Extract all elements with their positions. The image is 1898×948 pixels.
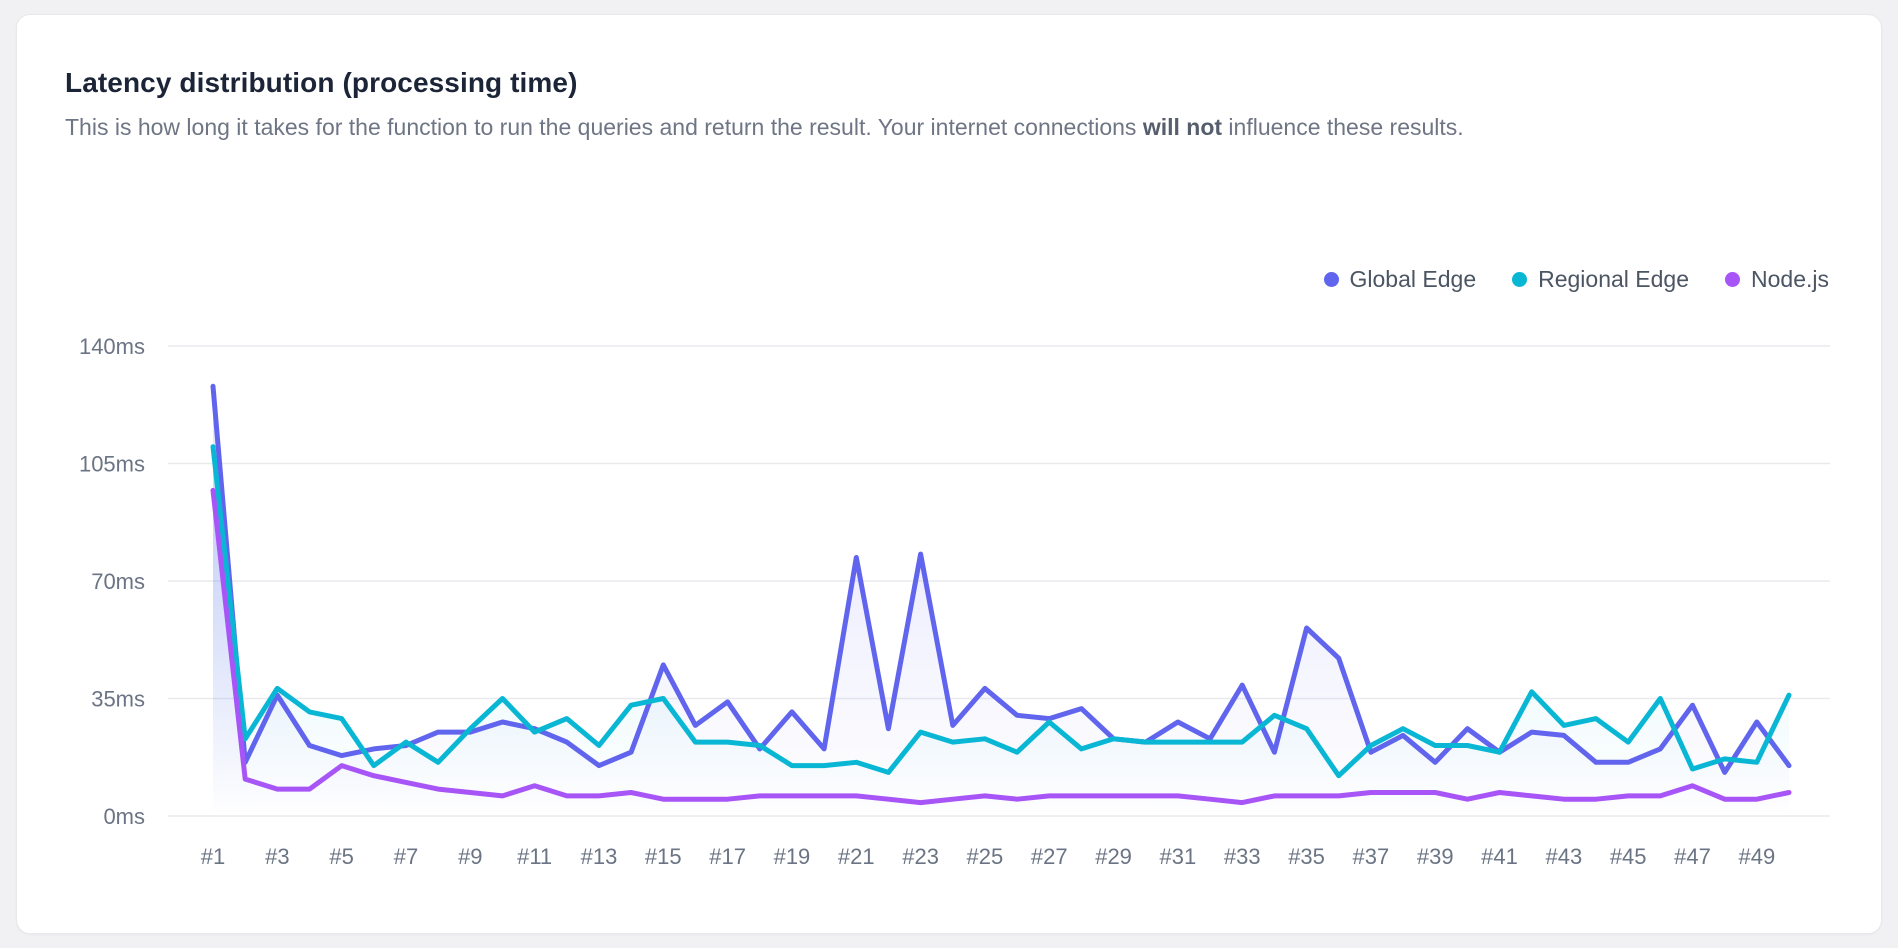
chart-title: Latency distribution (processing time) xyxy=(65,67,578,98)
x-axis-label-15: #15 xyxy=(645,844,682,869)
latency-card: 0ms 35ms 70ms 105ms 140ms #1 #3 #5 #7 #9 #11 #13 #15… xyxy=(16,14,1882,934)
series-line-global-edge xyxy=(210,383,1792,775)
x-axis-label-27: #27 xyxy=(1031,844,1068,869)
latency-chart-canvas: 0ms 35ms 70ms 105ms 140ms #1 #3 #5 #7 #9 #11 #13 #15… xyxy=(79,334,1830,869)
subtitle-bold-text: will not xyxy=(1142,114,1223,140)
legend-item-regional-edge[interactable]: Regional Edge xyxy=(1512,266,1689,293)
y-axis-label-0ms: 0ms xyxy=(103,804,145,829)
x-axis-label-35: #35 xyxy=(1288,844,1325,869)
series-area-node-js xyxy=(213,490,1789,816)
legend-label-global-edge: Global Edge xyxy=(1349,265,1477,292)
x-axis-label-21: #21 xyxy=(838,844,875,869)
subtitle-text-before: This is how long it takes for the functi… xyxy=(65,114,1143,140)
chart-subtitle: This is how long it takes for the functi… xyxy=(65,107,1464,147)
x-axis-label-45: #45 xyxy=(1610,844,1647,869)
subtitle-text-after: influence these results. xyxy=(1222,114,1464,140)
series-area-regional-edge xyxy=(213,446,1789,816)
series-line-regional-edge xyxy=(210,444,1792,779)
y-axis-label-140ms: 140ms xyxy=(79,334,145,359)
x-axis-label-11: #11 xyxy=(517,844,552,869)
x-axis-label-5: #5 xyxy=(329,844,353,869)
legend-item-global-edge[interactable]: Global Edge xyxy=(1323,265,1477,293)
x-axis-label-37: #37 xyxy=(1353,844,1390,869)
legend-label-regional-edge: Regional Edge xyxy=(1538,265,1690,292)
x-axis-label-9: #9 xyxy=(458,844,482,869)
x-axis-label-39: #39 xyxy=(1417,844,1454,869)
legend-label-node-js: Node.js xyxy=(1751,265,1829,292)
legend-dot-node-js xyxy=(1725,271,1741,287)
x-axis-label-7: #7 xyxy=(394,844,418,869)
legend-dot-regional-edge xyxy=(1512,271,1528,287)
x-axis-label-1: #1 xyxy=(201,844,225,869)
x-axis-label-43: #43 xyxy=(1545,844,1582,869)
x-axis-label-13: #13 xyxy=(581,844,618,869)
legend-dot-global-edge xyxy=(1323,271,1339,287)
x-axis-label-49: #49 xyxy=(1738,844,1775,869)
x-axis-label-31: #31 xyxy=(1160,844,1197,869)
x-axis-label-47: #47 xyxy=(1674,844,1711,869)
x-axis-label-17: #17 xyxy=(709,844,746,869)
y-axis-label-105ms: 105ms xyxy=(79,452,145,477)
y-axis-label-35ms: 35ms xyxy=(91,687,145,712)
x-axis-label-3: #3 xyxy=(265,844,289,869)
series-line-node-js xyxy=(210,487,1792,806)
y-axis-label-70ms: 70ms xyxy=(91,569,145,594)
x-axis-label-25: #25 xyxy=(967,844,1004,869)
x-axis-label-41: #41 xyxy=(1481,844,1518,869)
x-axis-label-23: #23 xyxy=(902,844,939,869)
x-axis-label-29: #29 xyxy=(1095,844,1132,869)
x-axis-label-19: #19 xyxy=(774,844,811,869)
legend-item-node-js[interactable]: Node.js xyxy=(1725,266,1829,293)
chart-legend: Global Edge Regional Edge Node.js xyxy=(1323,265,1829,293)
x-axis-label-33: #33 xyxy=(1224,844,1261,869)
